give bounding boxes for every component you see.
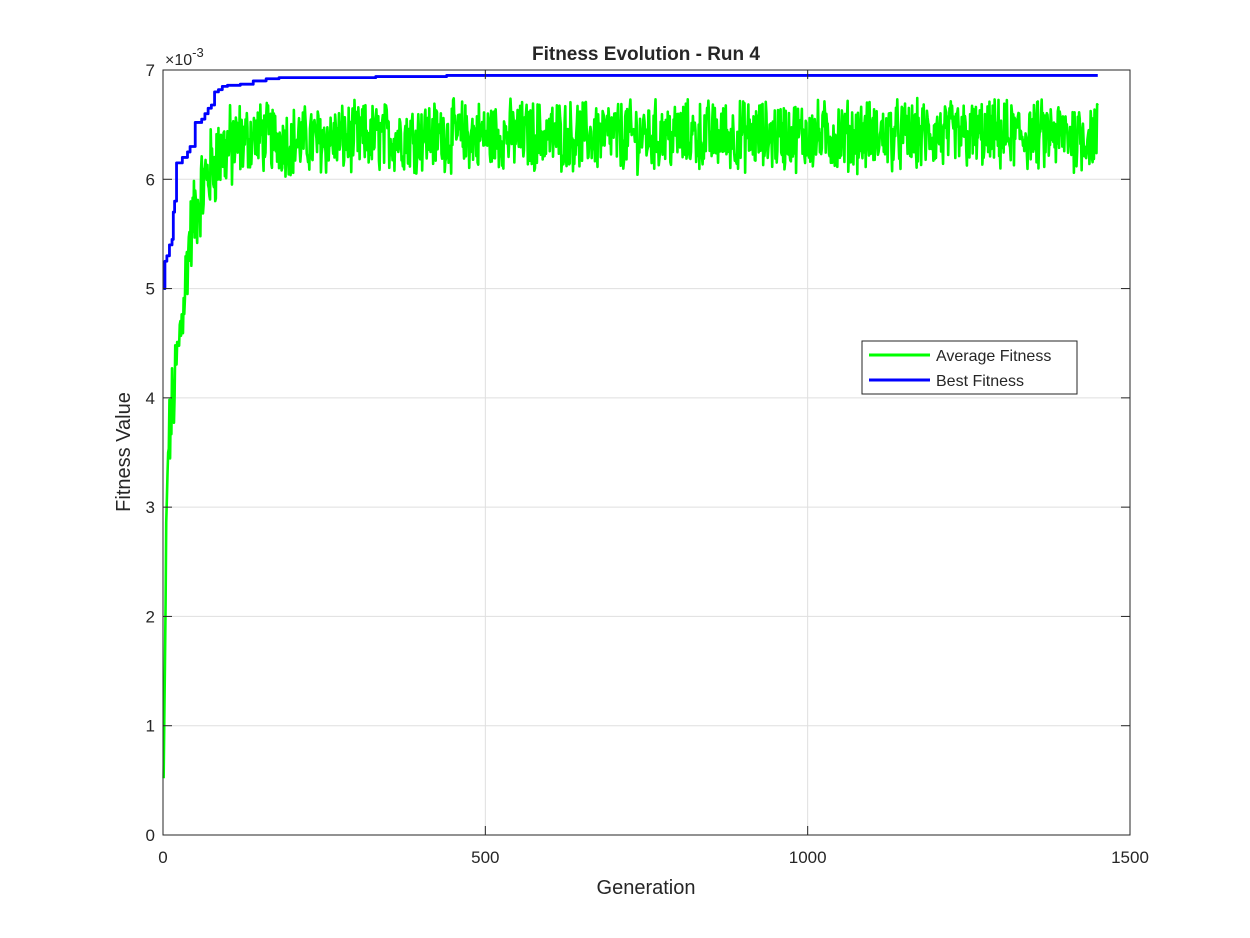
x-tick-label: 1000 bbox=[789, 848, 827, 867]
chart-title: Fitness Evolution - Run 4 bbox=[532, 44, 760, 65]
legend: Average Fitness Best Fitness bbox=[861, 340, 1078, 395]
x-tick-label: 0 bbox=[158, 848, 167, 867]
y-tick-label: 7 bbox=[146, 61, 155, 80]
y-exponent-power: -3 bbox=[192, 45, 204, 60]
y-exponent-base: ×10 bbox=[165, 52, 192, 69]
series-line-best-fitness bbox=[163, 74, 1098, 290]
legend-label-best: Best Fitness bbox=[936, 373, 1024, 390]
legend-box bbox=[861, 340, 1078, 395]
x-tick-label: 500 bbox=[471, 848, 499, 867]
grid-lines bbox=[163, 70, 1130, 835]
tick-labels: 0 500 1000 1500 0 1 2 3 4 5 6 7 bbox=[146, 61, 1149, 867]
series-lines bbox=[162, 74, 1099, 779]
y-tick-label: 1 bbox=[146, 717, 155, 736]
y-tick-label: 4 bbox=[146, 389, 155, 408]
axes-frame bbox=[162, 69, 1131, 836]
y-axis-label: Fitness Value bbox=[113, 392, 135, 512]
y-tick-label: 3 bbox=[146, 498, 155, 517]
y-exponent-label: ×10-3 bbox=[165, 45, 204, 69]
y-tick-label: 6 bbox=[146, 170, 155, 189]
series-line-average-fitness bbox=[162, 96, 1099, 779]
y-tick-label: 2 bbox=[146, 607, 155, 626]
y-tick-label: 0 bbox=[146, 826, 155, 845]
legend-label-average: Average Fitness bbox=[936, 348, 1051, 365]
tick-marks bbox=[162, 69, 1131, 836]
axes-background bbox=[163, 70, 1130, 835]
y-tick-label: 5 bbox=[146, 280, 155, 299]
x-tick-label: 1500 bbox=[1111, 848, 1149, 867]
x-axis-label: Generation bbox=[597, 877, 696, 899]
